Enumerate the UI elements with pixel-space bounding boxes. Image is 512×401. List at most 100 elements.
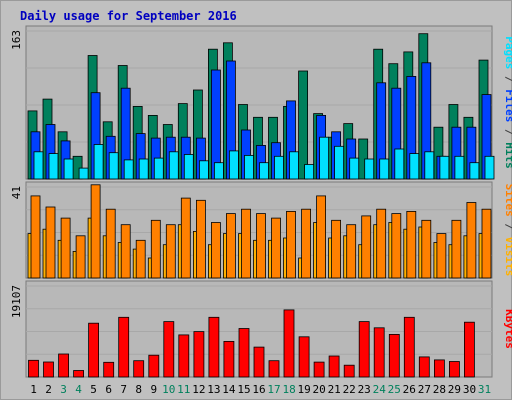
hits-bar-pages bbox=[198, 160, 209, 180]
hits-bar-pages bbox=[213, 162, 224, 180]
legend-part: / bbox=[503, 217, 512, 237]
x-tick-label: 23 bbox=[358, 383, 371, 396]
x-tick-label: 14 bbox=[222, 383, 236, 396]
hits-bar-pages bbox=[93, 144, 104, 180]
hits-ymax-label: 163 bbox=[10, 30, 23, 50]
visits-bar-sites bbox=[436, 233, 447, 279]
visits-bar-sites bbox=[180, 197, 191, 279]
x-tick-label: 29 bbox=[448, 383, 461, 396]
visits-ymax-label: 41 bbox=[10, 186, 23, 199]
visits-bar-sites bbox=[75, 235, 86, 279]
kbytes-bar-kbytes bbox=[313, 361, 325, 378]
x-tick-label: 7 bbox=[120, 383, 127, 396]
hits-bar-pages bbox=[228, 150, 239, 180]
kbytes-bar-kbytes bbox=[238, 328, 250, 378]
x-tick-label: 31 bbox=[478, 383, 491, 396]
x-tick-label: 5 bbox=[90, 383, 97, 396]
visits-bar-sites bbox=[90, 184, 101, 279]
kbytes-bar-kbytes bbox=[253, 346, 265, 378]
visits-bar-sites bbox=[481, 208, 492, 279]
x-tick-label: 27 bbox=[418, 383, 431, 396]
x-tick-label: 19 bbox=[297, 383, 310, 396]
kbytes-bar-kbytes bbox=[208, 316, 220, 378]
kbytes-bar-kbytes bbox=[73, 370, 84, 378]
kbytes-bar-kbytes bbox=[373, 327, 385, 378]
visits-bar-sites bbox=[225, 213, 236, 279]
hits-bar-pages bbox=[244, 154, 254, 180]
hits-bar-pages bbox=[469, 162, 480, 180]
hits-bar-pages bbox=[183, 154, 194, 180]
kbytes-bar-kbytes bbox=[328, 355, 340, 378]
visits-bar-sites bbox=[421, 219, 432, 279]
visits-bar-sites bbox=[301, 208, 312, 279]
hits-bar-pages bbox=[484, 155, 495, 180]
legend-part: / bbox=[503, 122, 512, 142]
visits-bar-sites bbox=[241, 208, 251, 279]
kbytes-bar-kbytes bbox=[223, 340, 235, 378]
kbytes-bar-kbytes bbox=[298, 336, 310, 378]
legend-part: Pages bbox=[503, 36, 512, 69]
visits-bar-sites bbox=[376, 208, 387, 279]
x-tick-label: 6 bbox=[105, 383, 112, 396]
hits-bar-pages bbox=[138, 158, 149, 180]
legend-part: Visits bbox=[503, 237, 512, 277]
kbytes-bar-kbytes bbox=[448, 361, 460, 378]
hits-bar-pages bbox=[409, 153, 420, 180]
kbytes-bar-kbytes bbox=[403, 316, 415, 378]
kbytes-bar-kbytes bbox=[193, 331, 205, 378]
legend-part: / bbox=[503, 69, 512, 89]
visits-bar-sites bbox=[150, 219, 161, 279]
kbytes-bar-kbytes bbox=[58, 353, 69, 378]
legend-part: Files bbox=[503, 89, 512, 122]
visits-bar-sites bbox=[451, 219, 462, 279]
kbytes-bar-kbytes bbox=[88, 322, 99, 378]
hits-bar-pages bbox=[78, 167, 89, 180]
hits-bar-pages bbox=[63, 158, 74, 180]
kbytes-bar-kbytes bbox=[148, 354, 160, 378]
visits-bar-sites bbox=[60, 217, 71, 279]
visits-bar-sites bbox=[361, 215, 372, 279]
kbytes-bar-kbytes bbox=[343, 364, 355, 378]
visits-bar-sites bbox=[466, 202, 477, 279]
hits-bar-pages bbox=[259, 162, 269, 180]
hits-bar-pages bbox=[334, 145, 345, 180]
hits-bar-pages bbox=[319, 136, 330, 180]
visits-bar-sites bbox=[286, 210, 296, 279]
hits-bar-pages bbox=[289, 151, 299, 180]
x-tick-label: 15 bbox=[237, 383, 250, 396]
kbytes-ymax-label: 19107 bbox=[10, 285, 23, 318]
visits-bar-sites bbox=[271, 217, 281, 279]
x-tick-label: 26 bbox=[403, 383, 416, 396]
kbytes-bar-kbytes bbox=[388, 333, 400, 378]
x-tick-label: 24 bbox=[373, 383, 387, 396]
hits-bar-pages bbox=[48, 153, 59, 180]
hits-bar-pages bbox=[379, 158, 390, 180]
visits-bar-sites bbox=[256, 213, 266, 279]
visits-bar-sites bbox=[210, 222, 221, 279]
x-tick-label: 17 bbox=[267, 383, 280, 396]
hits-bar-hits bbox=[298, 70, 309, 180]
kbytes-bar-kbytes bbox=[268, 360, 280, 378]
x-tick-label: 4 bbox=[75, 383, 82, 396]
legend-part: Hits bbox=[503, 142, 512, 169]
x-tick-label: 13 bbox=[207, 383, 220, 396]
x-tick-label: 30 bbox=[463, 383, 476, 396]
kbytes-bar-kbytes bbox=[418, 356, 430, 378]
kbytes-bar-kbytes bbox=[463, 321, 475, 378]
kbytes-bar-kbytes bbox=[178, 334, 190, 378]
hits-bar-pages bbox=[364, 158, 375, 180]
hits-bar-pages bbox=[349, 157, 360, 180]
x-tick-label: 3 bbox=[60, 383, 67, 396]
x-tick-label: 18 bbox=[282, 383, 295, 396]
x-tick-label: 12 bbox=[192, 383, 205, 396]
x-tick-label: 25 bbox=[388, 383, 401, 396]
x-tick-label: 16 bbox=[252, 383, 265, 396]
hits-bar-pages bbox=[153, 157, 164, 180]
chart-title: Daily usage for September 2016 bbox=[20, 9, 237, 23]
x-tick-label: 20 bbox=[312, 383, 325, 396]
kbytes-bar-kbytes bbox=[283, 309, 295, 378]
kbytes-bar-kbytes bbox=[133, 360, 145, 378]
hits-bar-pages bbox=[33, 151, 44, 180]
